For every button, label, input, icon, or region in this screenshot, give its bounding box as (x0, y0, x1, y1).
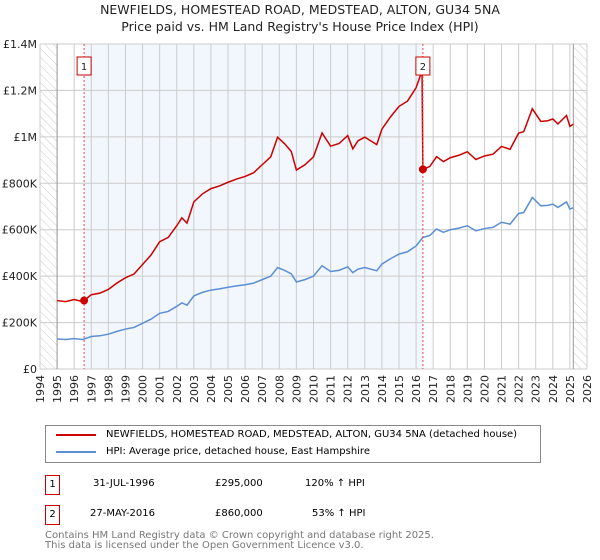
sale-badge (415, 56, 431, 76)
x-tick-label: 2008 (273, 375, 286, 403)
x-tick-label: 2006 (239, 375, 252, 403)
chart-title: NEWFIELDS, HOMESTEAD ROAD, MEDSTEAD, ALT… (100, 2, 500, 17)
transaction-badge: 1 (45, 475, 60, 495)
sale-point (418, 165, 427, 174)
x-tick-label: 2023 (530, 375, 543, 403)
x-tick-label: 2017 (427, 375, 440, 403)
y-tick-label: £1M (14, 131, 38, 144)
transaction-row: 1 31-JUL-1996 £295,000 120% ↑ HPI (45, 475, 545, 495)
x-tick-label: 2003 (188, 375, 201, 403)
footer-line-2: This data is licensed under the Open Gov… (45, 540, 364, 551)
y-tick-label: £400K (2, 270, 38, 283)
legend-price-label: NEWFIELDS, HOMESTEAD ROAD, MEDSTEAD, ALT… (106, 429, 518, 440)
x-tick-label: 2020 (478, 375, 491, 403)
sale-period-shade (84, 44, 423, 369)
sale-point (80, 296, 89, 305)
price-line (57, 70, 574, 303)
y-tick-label: £1.4M (3, 38, 37, 51)
x-tick-label: 2022 (513, 375, 526, 403)
hatched-region-left (40, 44, 58, 369)
chart-subtitle: Price paid vs. HM Land Registry's House … (121, 19, 479, 34)
footer-line-1: Contains HM Land Registry data © Crown c… (45, 530, 434, 541)
x-tick-label: 1994 (34, 375, 47, 403)
x-tick-label: 2021 (496, 375, 509, 403)
y-tick-label: £0 (23, 363, 37, 376)
legend: NEWFIELDS, HOMESTEAD ROAD, MEDSTEAD, ALT… (45, 425, 541, 463)
x-tick-label: 2015 (393, 375, 406, 403)
sale-badge (76, 56, 92, 76)
x-tick-label: 2019 (461, 375, 474, 403)
legend-price-swatch (56, 433, 96, 436)
hatched-region-right (573, 44, 587, 369)
sale-badge-label: 1 (81, 62, 87, 73)
x-tick-label: 1996 (68, 375, 81, 403)
x-tick-label: 2004 (205, 375, 218, 403)
transaction-hpi: 120% ↑ HPI (305, 478, 365, 489)
x-tick-label: 2009 (290, 375, 303, 403)
transaction-date: 27-MAY-2016 (90, 508, 156, 519)
x-tick-label: 1998 (102, 375, 115, 403)
transaction-price: £295,000 (215, 478, 263, 489)
x-tick-label: 1995 (51, 375, 64, 403)
x-tick-label: 2000 (137, 375, 150, 403)
x-tick-label: 2013 (359, 375, 372, 403)
chart-svg: 1994 1995 1996 1997 1998 1999 2000 2001 2002 2003… (2, 38, 594, 403)
x-tick-label: 2007 (256, 375, 269, 403)
hpi-line (57, 196, 574, 341)
legend-hpi-label: HPI: Average price, detached house, East… (106, 446, 370, 457)
x-tick-label: 2012 (342, 375, 355, 403)
y-tick-label: £800K (2, 177, 38, 190)
footer: Contains HM Land Registry data © Crown c… (45, 531, 434, 551)
y-tick-label: £600K (2, 224, 38, 237)
x-tick-label: 1997 (85, 375, 98, 403)
transaction-price: £860,000 (215, 508, 263, 519)
legend-hpi-swatch (56, 450, 96, 453)
sale-badge-label: 2 (420, 62, 426, 73)
x-tick-label: 2026 (581, 375, 594, 403)
x-tick-label: 2016 (410, 375, 423, 403)
transaction-badge: 2 (45, 505, 60, 525)
x-tick-label: 2018 (444, 375, 457, 403)
x-tick-label: 1999 (119, 375, 132, 403)
x-tick-label: 2010 (308, 375, 321, 403)
transaction-row: 2 27-MAY-2016 £860,000 53% ↑ HPI (45, 505, 545, 525)
x-tick-label: 2014 (376, 375, 389, 403)
x-tick-label: 2024 (547, 375, 560, 403)
x-tick-label: 2025 (564, 375, 577, 403)
transaction-date: 31-JUL-1996 (93, 478, 155, 489)
x-tick-label: 2011 (325, 375, 338, 403)
x-tick-label: 2002 (171, 375, 184, 403)
x-tick-label: 2001 (154, 375, 167, 403)
y-tick-label: £200K (2, 317, 38, 330)
x-tick-label: 2005 (222, 375, 235, 403)
y-tick-label: £1.2M (3, 84, 37, 97)
transaction-hpi: 53% ↑ HPI (312, 508, 366, 519)
